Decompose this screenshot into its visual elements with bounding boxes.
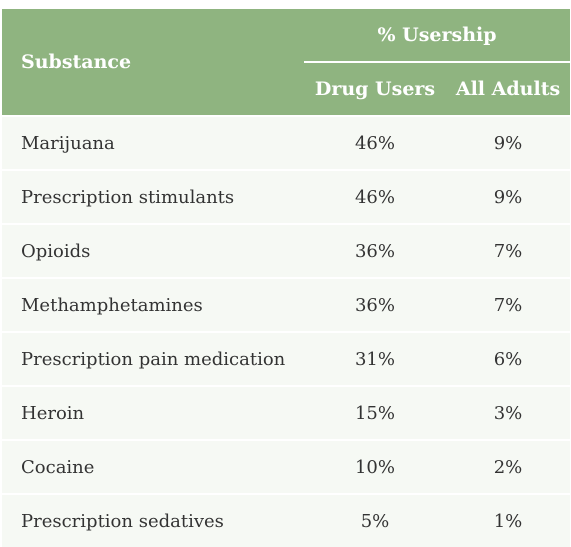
substance-cell: Opioids: [2, 223, 304, 278]
usership-group-header: % Usership: [304, 9, 571, 63]
substance-cell: Methamphetamines: [2, 277, 304, 332]
table-row: Cocaine 10% 2%: [2, 439, 571, 494]
drug-users-cell: 5%: [304, 493, 446, 547]
drug-users-cell: 31%: [304, 331, 446, 386]
table-row: Prescription stimulants 46% 9%: [2, 169, 571, 224]
table-row: Marijuana 46% 9%: [2, 115, 571, 170]
drug-users-cell: 36%: [304, 277, 446, 332]
table-row: Methamphetamines 36% 7%: [2, 277, 571, 332]
drug-users-cell: 46%: [304, 115, 446, 170]
all-adults-cell: 3%: [446, 385, 571, 440]
drug-users-cell: 15%: [304, 385, 446, 440]
all-adults-column-header: All Adults: [446, 62, 571, 116]
substance-column-header: Substance: [2, 9, 304, 116]
substance-cell: Prescription sedatives: [2, 493, 304, 547]
substance-cell: Prescription pain medication: [2, 331, 304, 386]
drug-users-cell: 46%: [304, 169, 446, 224]
table-row: Heroin 15% 3%: [2, 385, 571, 440]
all-adults-cell: 7%: [446, 223, 571, 278]
drug-users-cell: 10%: [304, 439, 446, 494]
all-adults-cell: 6%: [446, 331, 571, 386]
table-body: Marijuana 46% 9% Prescription stimulants…: [2, 115, 571, 547]
all-adults-cell: 2%: [446, 439, 571, 494]
table-row: Opioids 36% 7%: [2, 223, 571, 278]
all-adults-cell: 9%: [446, 115, 571, 170]
drug-users-column-header: Drug Users: [304, 62, 446, 116]
all-adults-cell: 9%: [446, 169, 571, 224]
usership-table-container: Substance % Usership Drug Users All Adul…: [2, 9, 571, 547]
all-adults-cell: 7%: [446, 277, 571, 332]
table-row: Prescription pain medication 31% 6%: [2, 331, 571, 386]
substance-cell: Prescription stimulants: [2, 169, 304, 224]
table-row: Prescription sedatives 5% 1%: [2, 493, 571, 547]
substance-cell: Cocaine: [2, 439, 304, 494]
substance-cell: Heroin: [2, 385, 304, 440]
table-header: Substance % Usership Drug Users All Adul…: [2, 9, 571, 116]
all-adults-cell: 1%: [446, 493, 571, 547]
drug-users-cell: 36%: [304, 223, 446, 278]
substance-cell: Marijuana: [2, 115, 304, 170]
usership-table: Substance % Usership Drug Users All Adul…: [2, 9, 571, 547]
